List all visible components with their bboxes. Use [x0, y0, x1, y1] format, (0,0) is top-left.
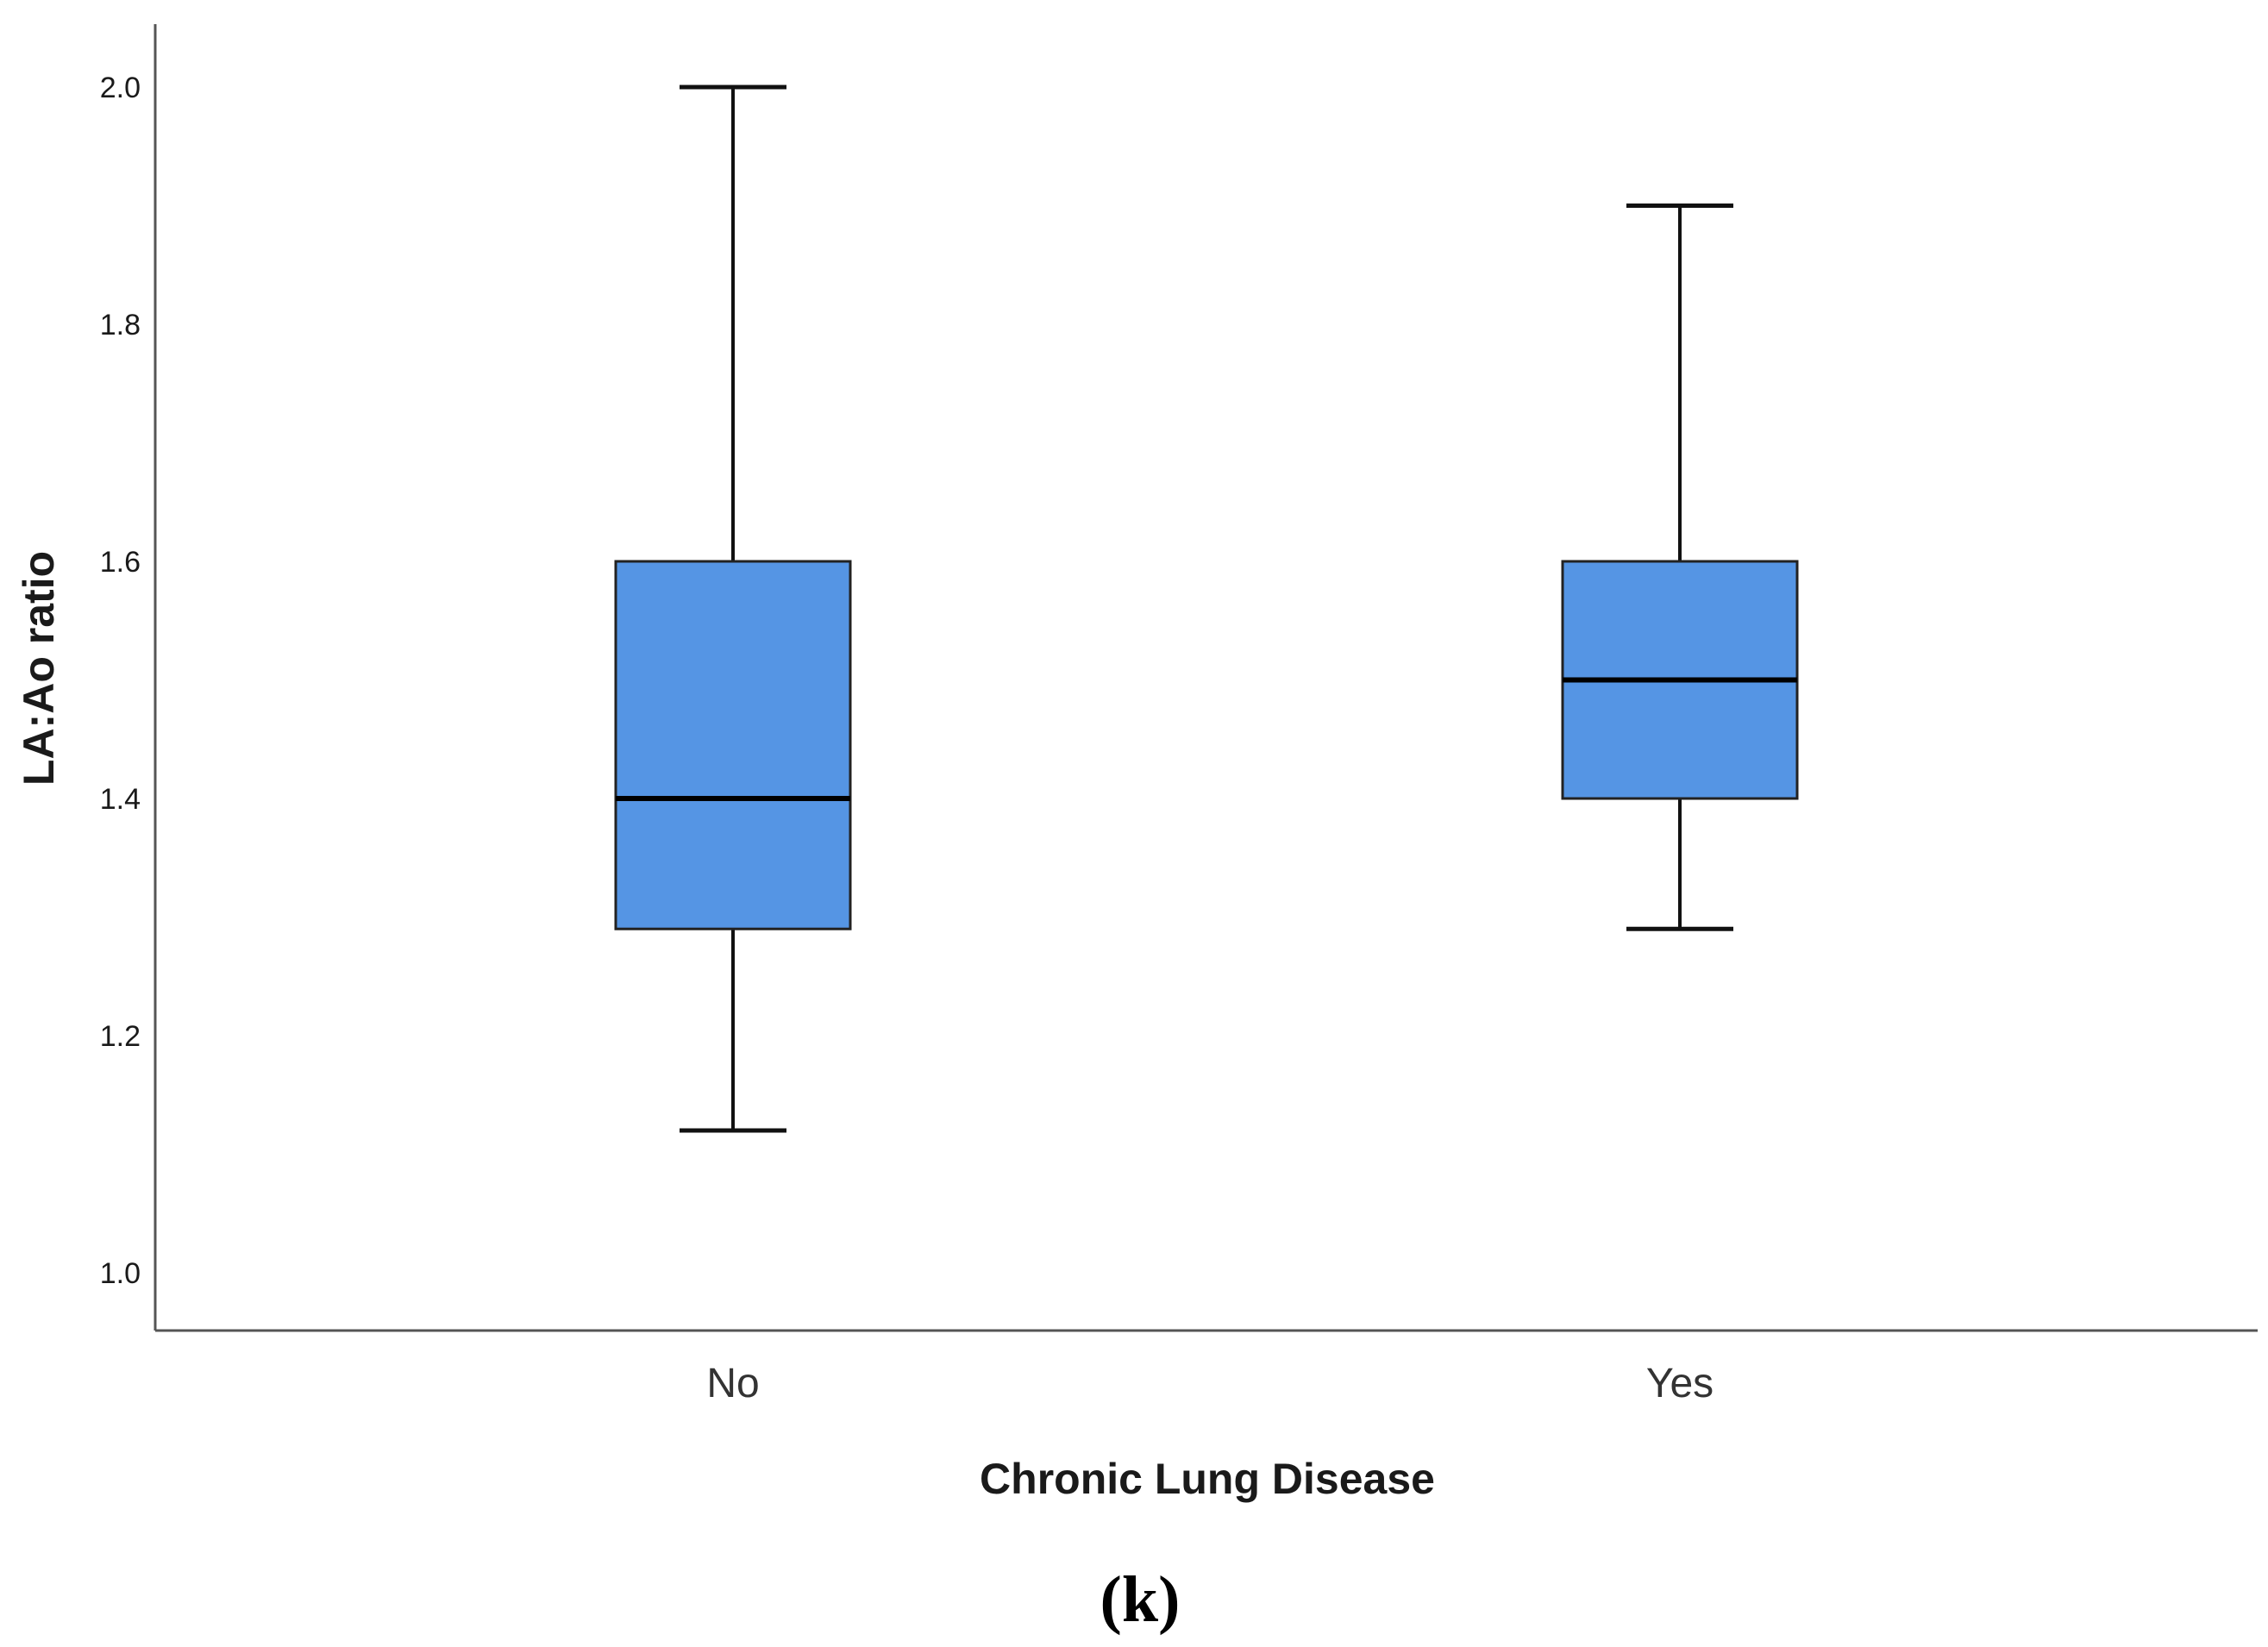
y-tick-label: 1.0	[100, 1257, 141, 1290]
x-axis-title: Chronic Lung Disease	[980, 1455, 1435, 1503]
x-tick-label-no: No	[706, 1361, 759, 1406]
boxes	[614, 85, 1799, 1133]
y-tick-label: 1.6	[100, 546, 141, 579]
iqr-box	[614, 560, 852, 930]
axes	[153, 24, 2258, 1332]
y-tick-label: 1.2	[100, 1020, 141, 1053]
y-tick-label: 1.8	[100, 309, 141, 341]
panel-label: (k)	[1100, 1563, 1181, 1636]
y-tick-label: 2.0	[100, 72, 141, 104]
y-axis-title: LA:Ao ratio	[15, 551, 63, 786]
box-group-no	[614, 85, 852, 1133]
box-group-yes	[1561, 204, 1799, 931]
x-tick-labels: No Yes	[706, 1361, 1714, 1406]
y-tick-label: 1.4	[100, 783, 141, 816]
y-tick-labels: 1.0 1.2 1.4 1.6 1.8 2.0	[100, 72, 141, 1290]
x-tick-label-yes: Yes	[1646, 1361, 1714, 1406]
